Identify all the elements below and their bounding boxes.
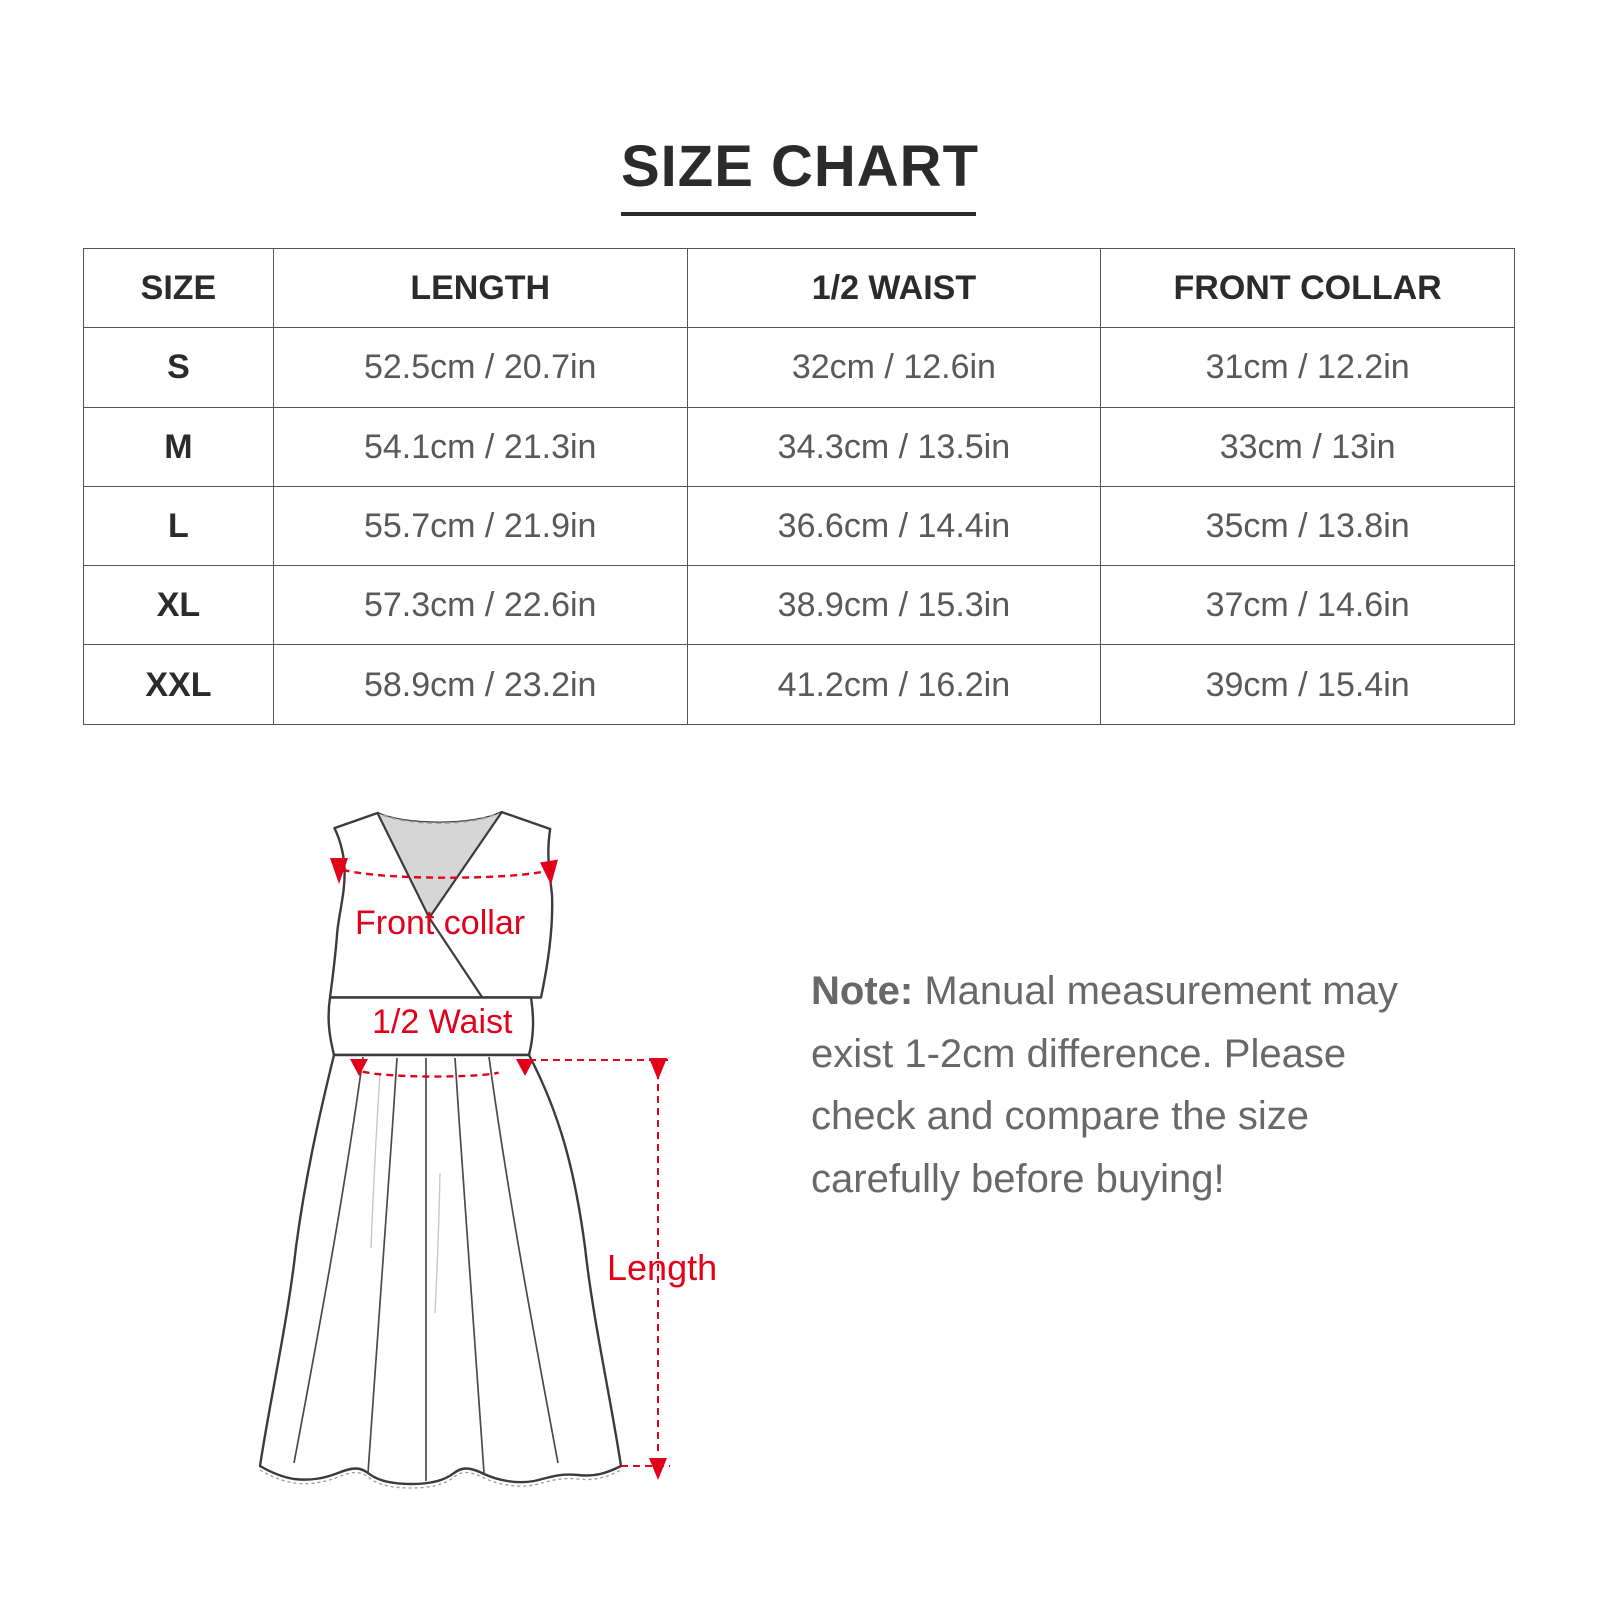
svg-text:1/2 Waist: 1/2 Waist [372,1003,513,1041]
svg-text:Length: Length [607,1247,717,1288]
svg-text:Front collar: Front collar [355,904,525,942]
